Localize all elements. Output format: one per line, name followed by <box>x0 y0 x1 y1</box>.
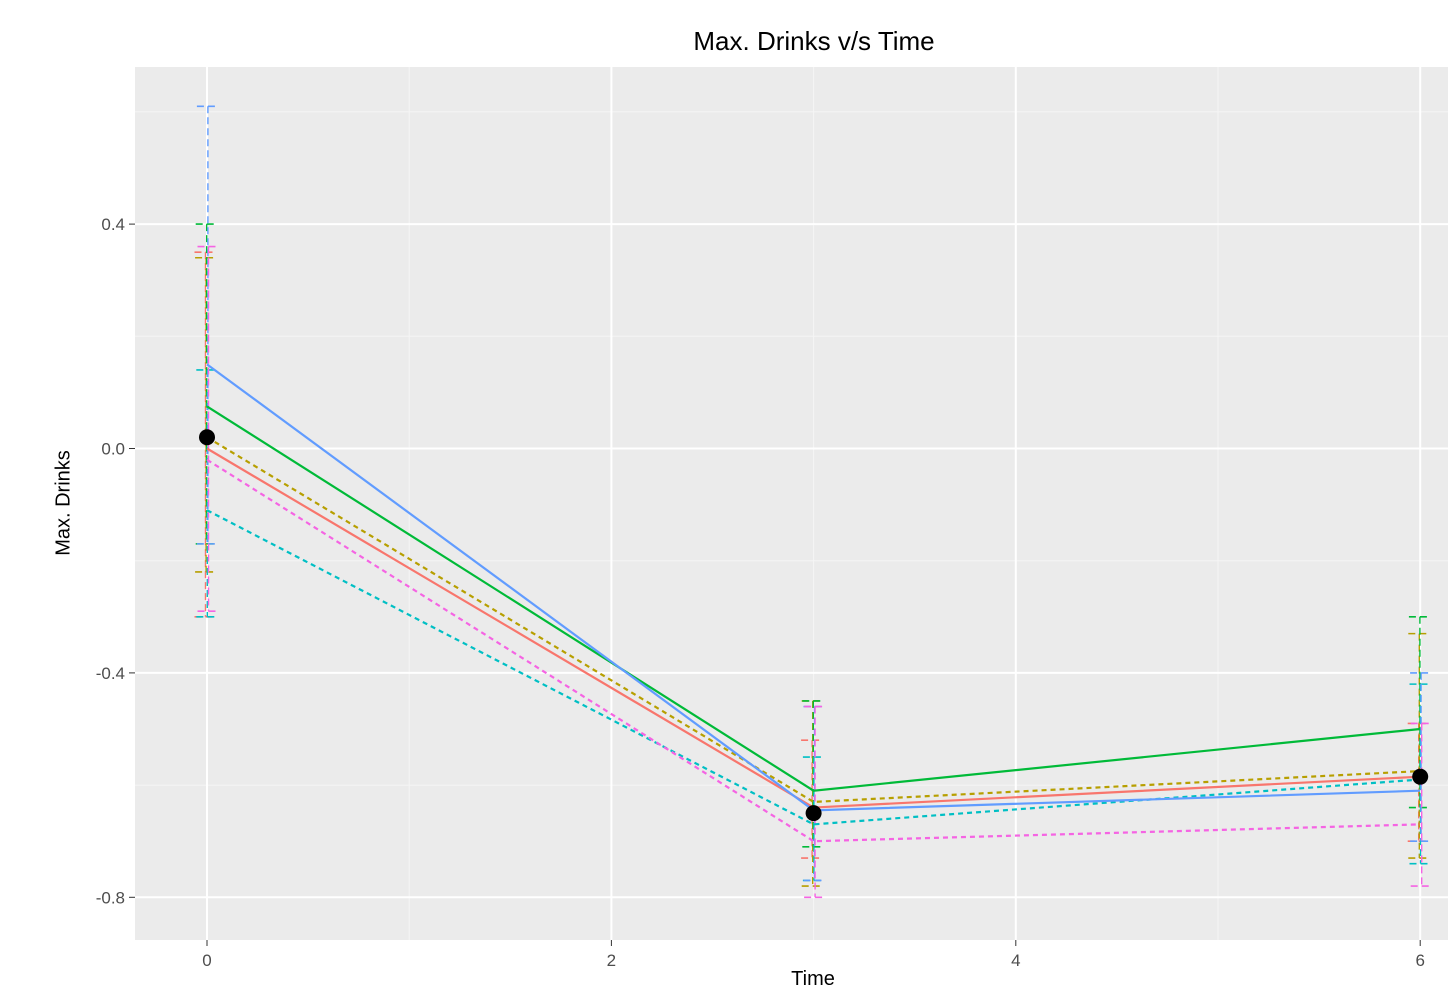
series-line <box>206 509 1421 826</box>
x-tick-label: 6 <box>1415 951 1424 970</box>
x-tick-label: 0 <box>202 951 211 970</box>
y-tick-label: 0.0 <box>101 440 125 459</box>
error-bars <box>194 105 1433 899</box>
y-tick-label: -0.4 <box>96 664 125 683</box>
plot-panel <box>135 67 1448 940</box>
grid-major <box>135 67 1448 940</box>
mean-points <box>199 429 1429 822</box>
series-line <box>206 458 1421 843</box>
y-axis: 0.4 0.0 -0.4 -0.8 <box>96 215 135 907</box>
y-axis-label: Max. Drinks <box>52 450 75 556</box>
y-tick-label: 0.4 <box>101 215 125 234</box>
x-tick-label: 2 <box>607 951 616 970</box>
chart-title: Max. Drinks v/s Time <box>693 26 935 56</box>
series-line <box>206 405 1421 792</box>
x-tick-label: 4 <box>1011 951 1020 970</box>
mean-point <box>805 805 822 822</box>
series-line <box>206 436 1421 804</box>
grid-minor <box>135 67 1448 940</box>
mean-point <box>199 429 215 446</box>
y-tick-label: -0.8 <box>96 888 125 907</box>
x-axis-label: Time <box>791 968 835 990</box>
x-axis: 0 2 4 6 <box>202 940 1425 970</box>
mean-point <box>1412 768 1429 785</box>
